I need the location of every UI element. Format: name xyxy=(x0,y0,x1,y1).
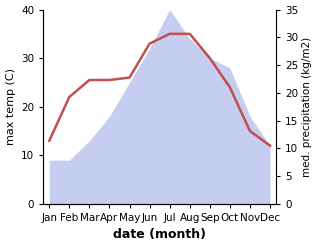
X-axis label: date (month): date (month) xyxy=(113,228,206,242)
Y-axis label: med. precipitation (kg/m2): med. precipitation (kg/m2) xyxy=(302,37,313,177)
Y-axis label: max temp (C): max temp (C) xyxy=(5,68,16,145)
